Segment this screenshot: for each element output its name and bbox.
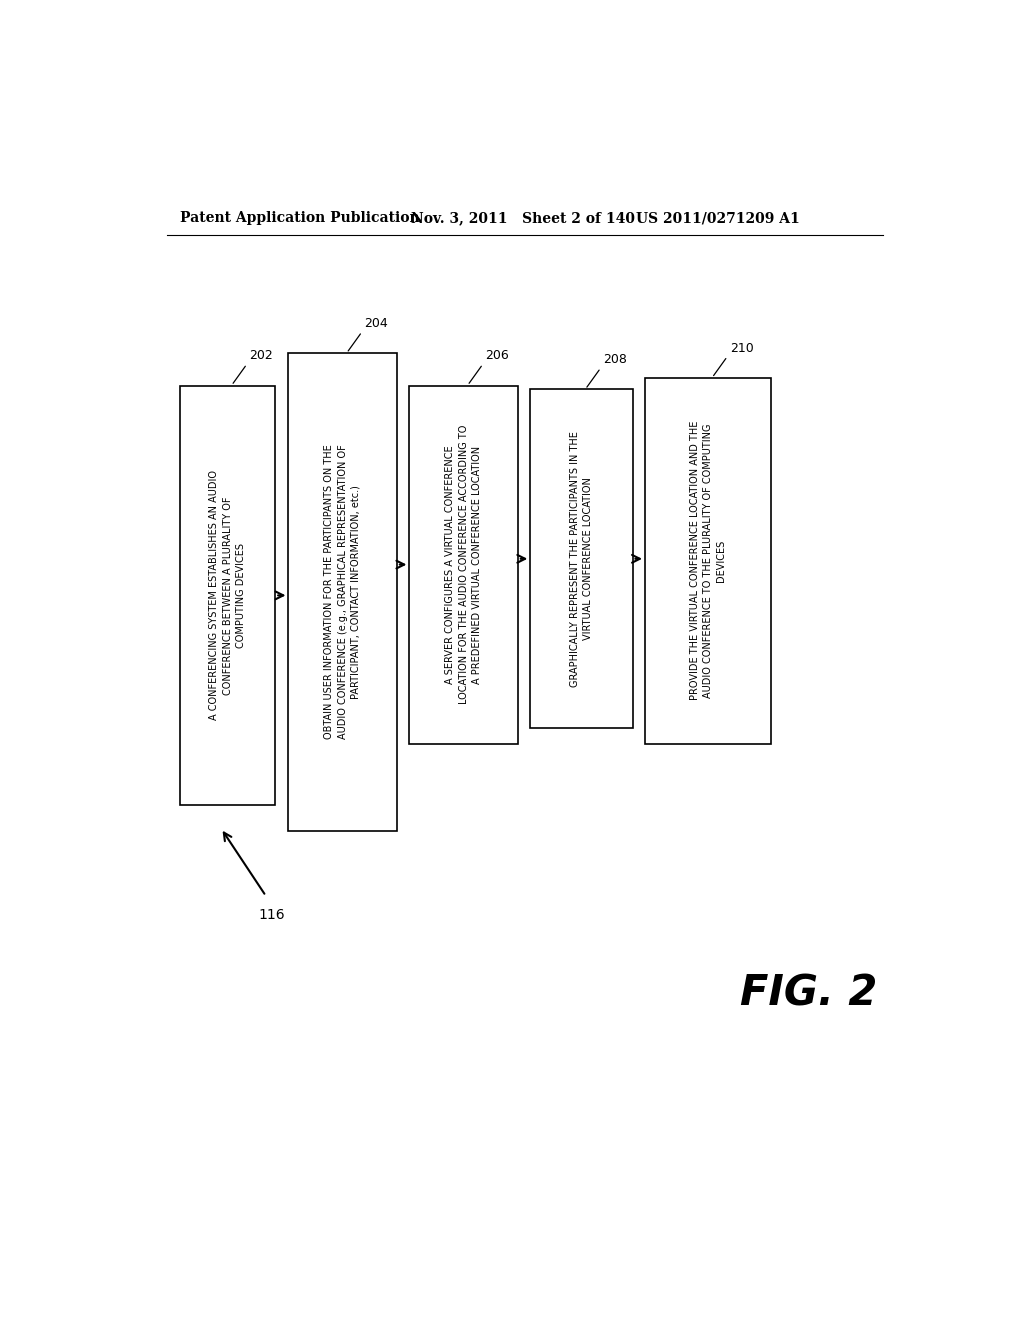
Text: GRAPHICALLY REPRESENT THE PARTICIPANTS IN THE
VIRTUAL CONFERENCE LOCATION: GRAPHICALLY REPRESENT THE PARTICIPANTS I… [569,430,593,686]
Text: Patent Application Publication: Patent Application Publication [180,211,420,226]
Text: 210: 210 [730,342,754,355]
Bar [180,385,275,805]
Text: FIG. 2: FIG. 2 [740,973,878,1015]
Text: A SERVER CONFIGURES A VIRTUAL CONFERENCE
LOCATION FOR THE AUDIO CONFERENCE ACCOR: A SERVER CONFIGURES A VIRTUAL CONFERENCE… [445,425,481,705]
Text: 206: 206 [485,350,509,363]
Text: OBTAIN USER INFORMATION FOR THE PARTICIPANTS ON THE
AUDIO CONFERENCE (e.g., GRAP: OBTAIN USER INFORMATION FOR THE PARTICIP… [325,445,360,739]
Text: 202: 202 [249,350,273,363]
Text: Nov. 3, 2011   Sheet 2 of 140: Nov. 3, 2011 Sheet 2 of 140 [411,211,635,226]
Text: A CONFERENCING SYSTEM ESTABLISHES AN AUDIO
CONFERENCE BETWEEN A PLURALITY OF
COM: A CONFERENCING SYSTEM ESTABLISHES AN AUD… [209,470,246,721]
Text: US 2011/0271209 A1: US 2011/0271209 A1 [636,211,800,226]
Bar [530,389,633,729]
Bar [289,354,397,830]
Text: PROVIDE THE VIRTUAL CONFERENCE LOCATION AND THE
AUDIO CONFERENCE TO THE PLURALIT: PROVIDE THE VIRTUAL CONFERENCE LOCATION … [690,421,726,701]
Text: 116: 116 [258,908,285,921]
Text: 208: 208 [603,354,627,367]
Bar [645,378,771,743]
Text: 204: 204 [365,317,388,330]
Bar [410,385,518,743]
